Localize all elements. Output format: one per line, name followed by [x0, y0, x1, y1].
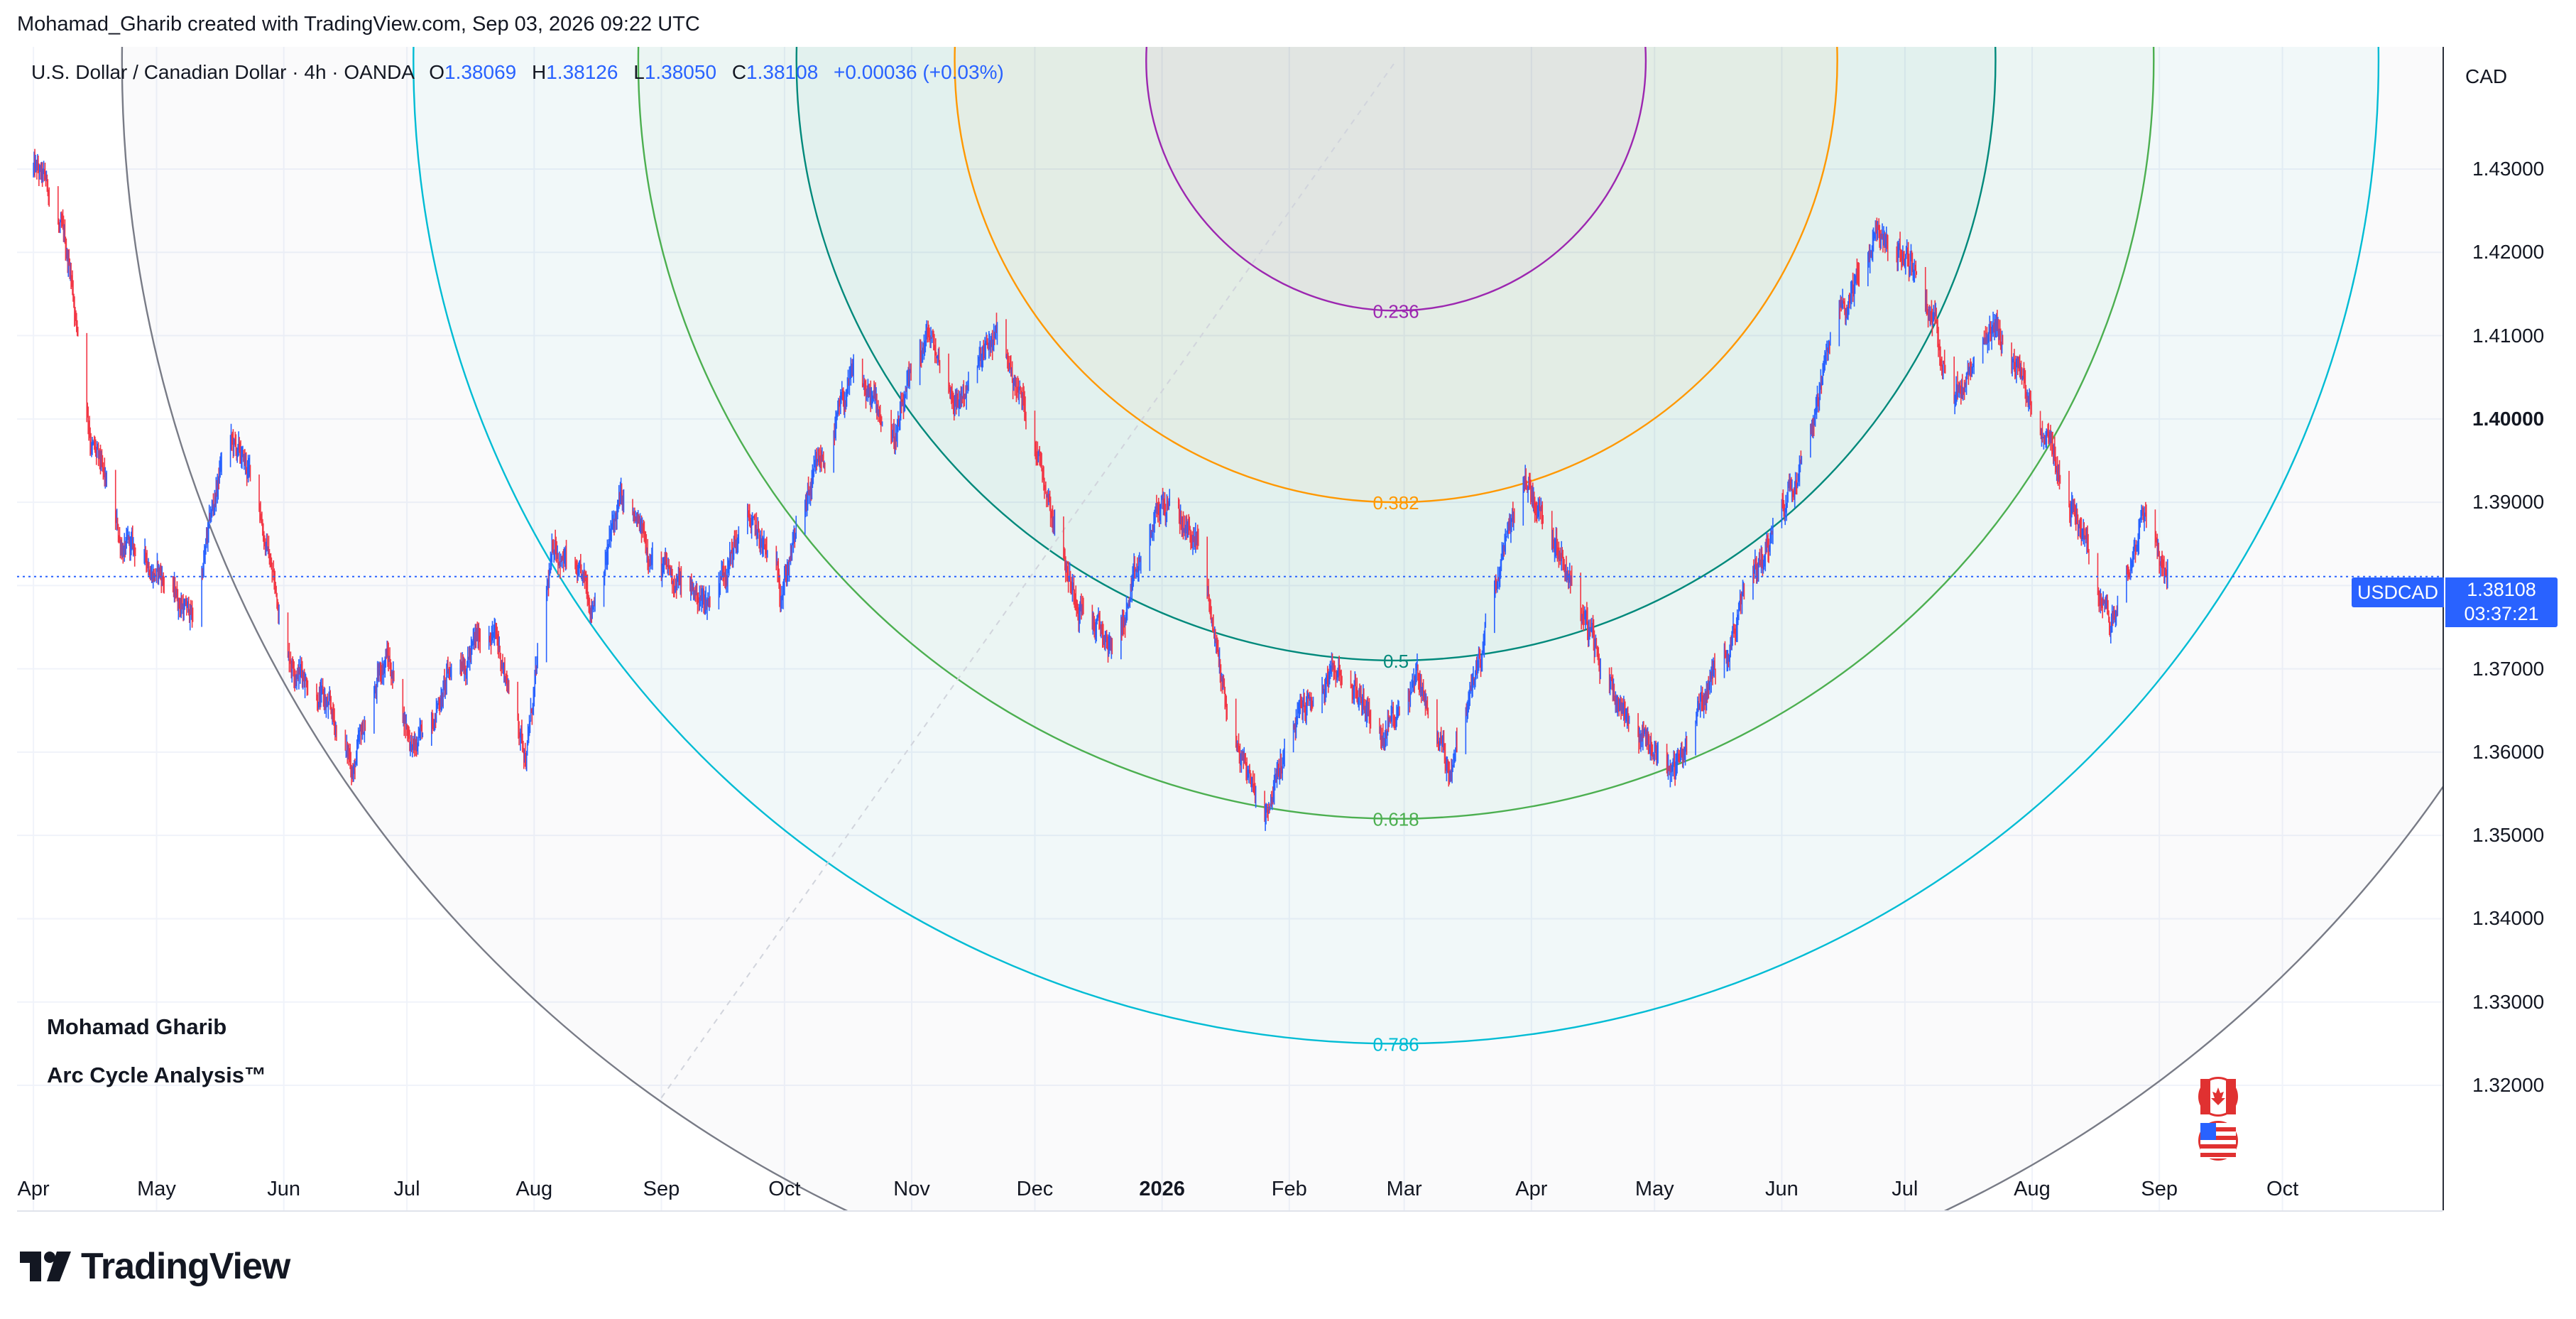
price-tick-label: 1.35000 — [2472, 824, 2545, 847]
time-tick-label: Oct — [2266, 1178, 2299, 1200]
symbol-legend: U.S. Dollar / Canadian Dollar · 4h · OAN… — [31, 61, 1004, 84]
fib-trend-line — [660, 60, 1397, 1099]
legend-symbol[interactable]: U.S. Dollar / Canadian Dollar · 4h · OAN… — [31, 61, 414, 83]
tradingview-logo-icon — [20, 1252, 71, 1281]
time-tick-label: 2026 — [1139, 1178, 1185, 1200]
fib-arc-1 — [121, 47, 2443, 1210]
time-tick-label: Jul — [1892, 1178, 1919, 1200]
price-tick-label: 1.34000 — [2472, 907, 2545, 930]
time-tick-label: May — [137, 1178, 176, 1200]
legend-low-label: L — [633, 61, 645, 83]
price-tick-label: 1.42000 — [2472, 241, 2545, 264]
analysis-annotation: Arc Cycle Analysis™ — [47, 1063, 267, 1087]
time-tick-label: Oct — [768, 1178, 801, 1200]
fib-arc-0.236 — [1145, 47, 1647, 312]
time-tick-label: Feb — [1271, 1178, 1307, 1200]
chart-area[interactable]: 0.236 0.382 0.5 0.618 0.786 — [17, 47, 2443, 1210]
time-tick-label: Aug — [2014, 1178, 2051, 1200]
bar-countdown: 03:37:21 — [2464, 603, 2539, 624]
time-tick-label: Dec — [1016, 1178, 1054, 1200]
legend-open: 1.38069 — [444, 61, 517, 83]
price-tick-label: 1.33000 — [2472, 990, 2545, 1013]
price-chart[interactable]: 0.236 0.382 0.5 0.618 0.786 — [17, 47, 2443, 1210]
time-tick-label: Jul — [393, 1178, 420, 1200]
time-tick-label: Sep — [643, 1178, 680, 1200]
time-tick-label: Apr — [17, 1178, 50, 1200]
price-tick-label: 1.36000 — [2472, 740, 2545, 763]
legend-close-label: C — [731, 61, 747, 83]
tradingview-logo[interactable]: TradingView — [20, 1245, 290, 1288]
legend-open-label: O — [429, 61, 444, 83]
last-price-value: 1.38108 — [2467, 579, 2536, 600]
price-axis[interactable] — [2443, 47, 2576, 1210]
tradingview-logo-text: TradingView — [81, 1246, 290, 1287]
usa-flag-icon[interactable] — [2198, 1121, 2238, 1161]
axis-currency-label[interactable]: CAD — [2465, 65, 2508, 87]
legend-high-label: H — [532, 61, 547, 83]
time-tick-label: May — [1634, 1178, 1674, 1200]
fib-arc-0.5 — [795, 47, 1997, 661]
price-tick-label: 1.40000 — [2472, 407, 2545, 430]
legend-low: 1.38050 — [644, 61, 717, 83]
time-tick-label: Aug — [515, 1178, 553, 1200]
price-tick-label: 1.32000 — [2472, 1074, 2545, 1096]
canada-flag-icon[interactable] — [2198, 1077, 2238, 1117]
time-axis[interactable] — [17, 1165, 2443, 1210]
time-tick-label: Sep — [2141, 1178, 2178, 1200]
legend-close: 1.38108 — [746, 61, 819, 83]
legend-high: 1.38126 — [546, 61, 618, 83]
time-tick-label: Mar — [1386, 1178, 1422, 1200]
legend-change: +0.00036 (+0.03%) — [834, 61, 1004, 83]
time-tick-label: Jun — [1765, 1178, 1799, 1200]
author-annotation: Mohamad Gharib — [47, 1014, 227, 1039]
price-tick-label: 1.43000 — [2472, 158, 2545, 180]
fib-arc-label: 0.786 — [1373, 1033, 1419, 1055]
fib-arc-0.618 — [638, 47, 2155, 820]
fib-arc-label: 0.382 — [1373, 492, 1419, 514]
bottom-border — [17, 1210, 2443, 1212]
symbol-price-badge: USDCAD — [2352, 577, 2444, 607]
time-tick-label: Apr — [1515, 1178, 1548, 1200]
price-tick-label: 1.37000 — [2472, 657, 2545, 680]
fib-arc-label: 0.236 — [1373, 300, 1419, 322]
price-tick-label: 1.39000 — [2472, 491, 2545, 514]
last-price-badge: 1.38108 03:37:21 — [2445, 577, 2558, 627]
time-tick-label: Jun — [267, 1178, 301, 1200]
fib-arc-label: 0.618 — [1373, 809, 1419, 830]
fib-arc-0.786 — [413, 47, 2379, 1045]
chart-attribution: Mohamad_Gharib created with TradingView.… — [17, 13, 700, 36]
price-tick-label: 1.41000 — [2472, 324, 2545, 347]
fib-arc-label: 0.5 — [1383, 651, 1409, 672]
time-tick-label: Nov — [893, 1178, 930, 1200]
fib-arc-0.382 — [954, 47, 1838, 504]
